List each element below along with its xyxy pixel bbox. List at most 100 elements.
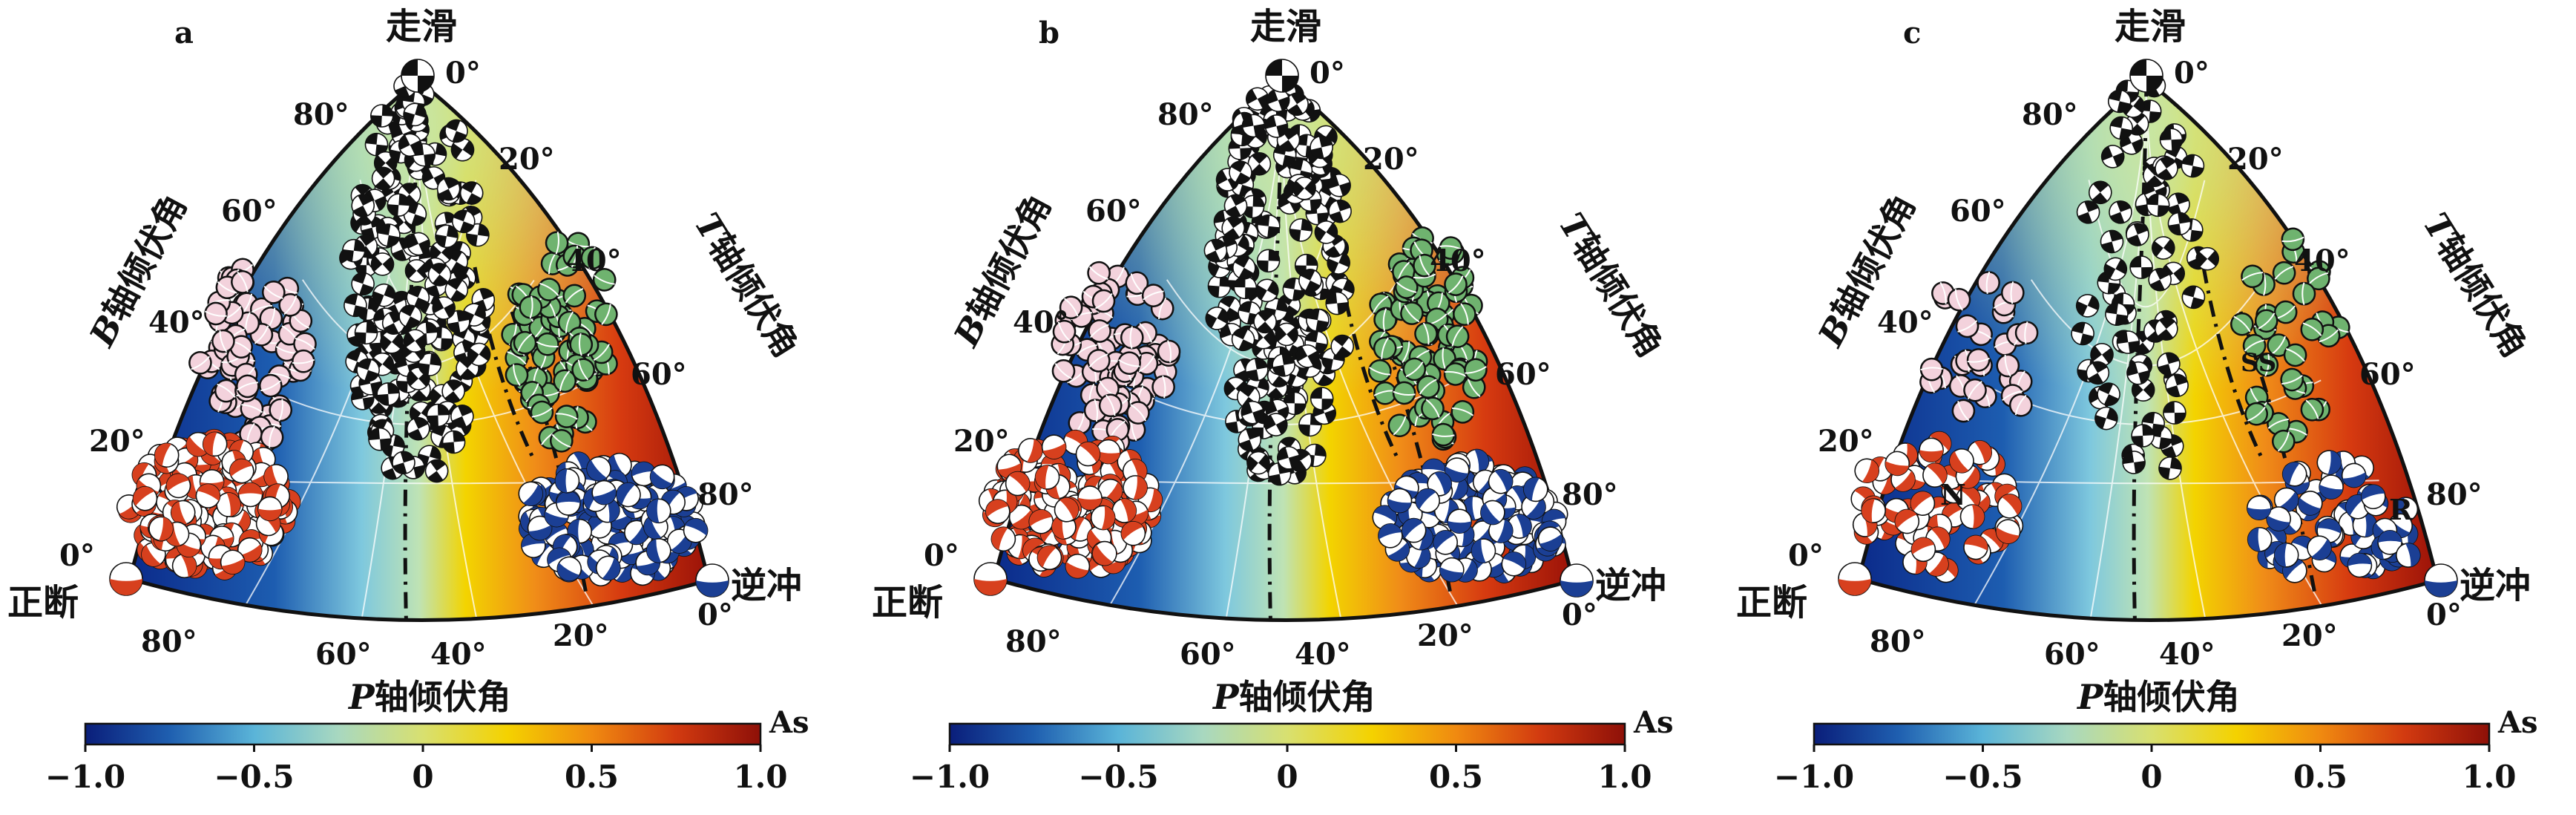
t-axis-title: T轴倾伏角 — [2416, 206, 2535, 364]
b-axis-tick: 60° — [221, 194, 277, 229]
focal-mechanism-ball — [1306, 308, 1330, 333]
focal-mechanism-ball — [1117, 351, 1141, 376]
focal-mechanism-ball — [505, 363, 529, 387]
colorbar-tick-label: 0 — [2140, 759, 2162, 795]
region-label-strike-slip-reverse: SS — [2241, 348, 2276, 378]
b-axis-tick: 40° — [1013, 305, 1069, 340]
focal-mechanism-ball — [1247, 152, 1272, 176]
focal-mechanism-ball — [165, 473, 191, 499]
p-axis-tick: 40° — [430, 637, 487, 672]
focal-mechanism-ball — [188, 350, 212, 375]
colorbar-tick-label: 0.5 — [565, 759, 619, 795]
focal-mechanism-ball — [258, 373, 283, 398]
t-axis-tick: 60° — [631, 357, 687, 392]
focal-mechanism-ball — [1421, 396, 1445, 421]
focal-mechanism-ball — [1392, 381, 1416, 405]
focal-mechanism-ball — [148, 516, 174, 542]
focal-mechanism-ball — [1264, 413, 1288, 436]
focal-mechanism-ball — [1018, 438, 1043, 463]
focal-mechanism-ball — [249, 322, 274, 347]
focal-mechanism-ball — [513, 330, 537, 355]
focal-mechanism-ball — [1439, 236, 1463, 260]
colorbar-tick-label: 0.5 — [2293, 759, 2347, 795]
focal-mechanism-ball — [518, 481, 544, 507]
focal-mechanism-ball — [1244, 357, 1269, 382]
focal-mechanism-ball — [2292, 281, 2316, 306]
focal-mechanism-ball — [645, 537, 671, 563]
t-axis-end-tick: 0° — [697, 598, 733, 632]
t-axis-tick: 80° — [1562, 477, 1618, 512]
focal-mechanism-ball — [154, 442, 180, 468]
focal-mechanism-ball — [1120, 520, 1146, 546]
panel-letter: c — [1903, 16, 1921, 50]
focal-mechanism-ball — [1123, 475, 1148, 500]
focal-mechanism-ball — [441, 379, 465, 403]
focal-mechanism-ball — [1157, 339, 1181, 364]
colorbar-tick-label: 0 — [1276, 759, 1298, 795]
focal-mechanism-ball — [2246, 495, 2272, 521]
panel-b: b 走滑 0° 正断 逆冲 80° 60° 40° 20° 0° 20° 40° 60° 80° 0° 80°… — [872, 6, 1674, 795]
focal-mechanism-ball — [1223, 194, 1248, 218]
focal-mechanism-ball — [407, 232, 430, 256]
focal-mechanism-ball — [467, 342, 491, 367]
focal-mechanism-ball — [1838, 562, 1872, 596]
p-axis-tick: 80° — [1005, 624, 1062, 659]
p-axis-tick: 20° — [553, 618, 609, 653]
focal-mechanism-ball — [1327, 174, 1351, 197]
t-axis-tick: 20° — [1363, 142, 1419, 177]
panel-a: a 走滑 0° 正断 逆冲 80° 60° 40° 20° 0° 20° 40° 60° 80° 0° 80°… — [7, 6, 809, 795]
focal-mechanism-ball — [451, 209, 476, 234]
focal-mechanism-ball — [527, 515, 553, 541]
focal-mechanism-ball — [1272, 353, 1295, 377]
focal-mechanism-ball — [530, 400, 554, 425]
p-axis-tick: 60° — [1180, 637, 1236, 672]
focal-mechanism-ball — [211, 329, 235, 353]
focal-mechanism-ball — [1090, 505, 1116, 531]
focal-mechanism-ball — [1447, 508, 1473, 534]
focal-mechanism-ball — [1126, 401, 1150, 425]
focal-mechanism-ball — [1232, 255, 1256, 280]
focal-mechanism-ball — [202, 431, 228, 457]
focal-mechanism-ball — [1373, 336, 1397, 361]
focal-mechanism-ball — [204, 301, 228, 326]
focal-mechanism-ball — [214, 379, 238, 403]
focal-mechanism-ball — [1065, 553, 1091, 579]
colorbar-tick-label: −0.5 — [1078, 759, 1158, 795]
focal-mechanism-ball — [403, 329, 427, 353]
b-axis-tick: 60° — [1950, 194, 2006, 229]
b-axis-tick: 0° — [1788, 538, 1824, 573]
focal-mechanism-ball — [171, 553, 197, 579]
focal-mechanism-ball — [109, 562, 143, 596]
focal-mechanism-ball — [369, 104, 394, 128]
focal-mechanism-ball — [292, 349, 315, 373]
focal-mechanism-ball — [231, 270, 254, 294]
region-label-reverse: R — [2389, 493, 2413, 526]
colorbar: As −1.0 −0.5 0 0.5 1.0 — [1774, 705, 2538, 795]
normal-fault-label: 正断 — [872, 582, 943, 623]
focal-mechanism-ball — [1444, 272, 1468, 296]
p-axis-tick: 40° — [1295, 637, 1351, 672]
focal-mechanism-ball — [990, 526, 1016, 552]
focal-mechanism-ball — [1088, 319, 1111, 343]
focal-mechanism-ball — [1120, 325, 1144, 350]
focal-mechanism-ball — [1205, 307, 1229, 330]
b-axis-tick: 60° — [1085, 194, 1142, 229]
focal-mechanism-ball — [370, 252, 395, 276]
focal-mechanism-ball — [261, 280, 286, 304]
focal-mechanism-ball — [403, 102, 427, 127]
focal-mechanism-ball — [591, 479, 617, 505]
reverse-fault-label: 逆冲 — [2460, 565, 2531, 606]
focal-mechanism-ball — [195, 483, 221, 508]
p-axis-tick: 20° — [1417, 618, 1473, 653]
focal-mechanism-ball — [2163, 401, 2186, 425]
focal-mechanism-ball — [1464, 358, 1488, 382]
focal-mechanism-ball — [424, 459, 449, 483]
focal-mechanism-ball — [1298, 269, 1322, 292]
focal-mechanism-ball — [1203, 238, 1228, 263]
focal-mechanism-ball — [631, 461, 657, 487]
reverse-fault-label: 逆冲 — [731, 565, 802, 606]
focal-mechanism-ball — [592, 268, 617, 292]
focal-mechanism-ball — [1087, 261, 1111, 285]
focal-mechanism-ball — [1034, 465, 1060, 490]
